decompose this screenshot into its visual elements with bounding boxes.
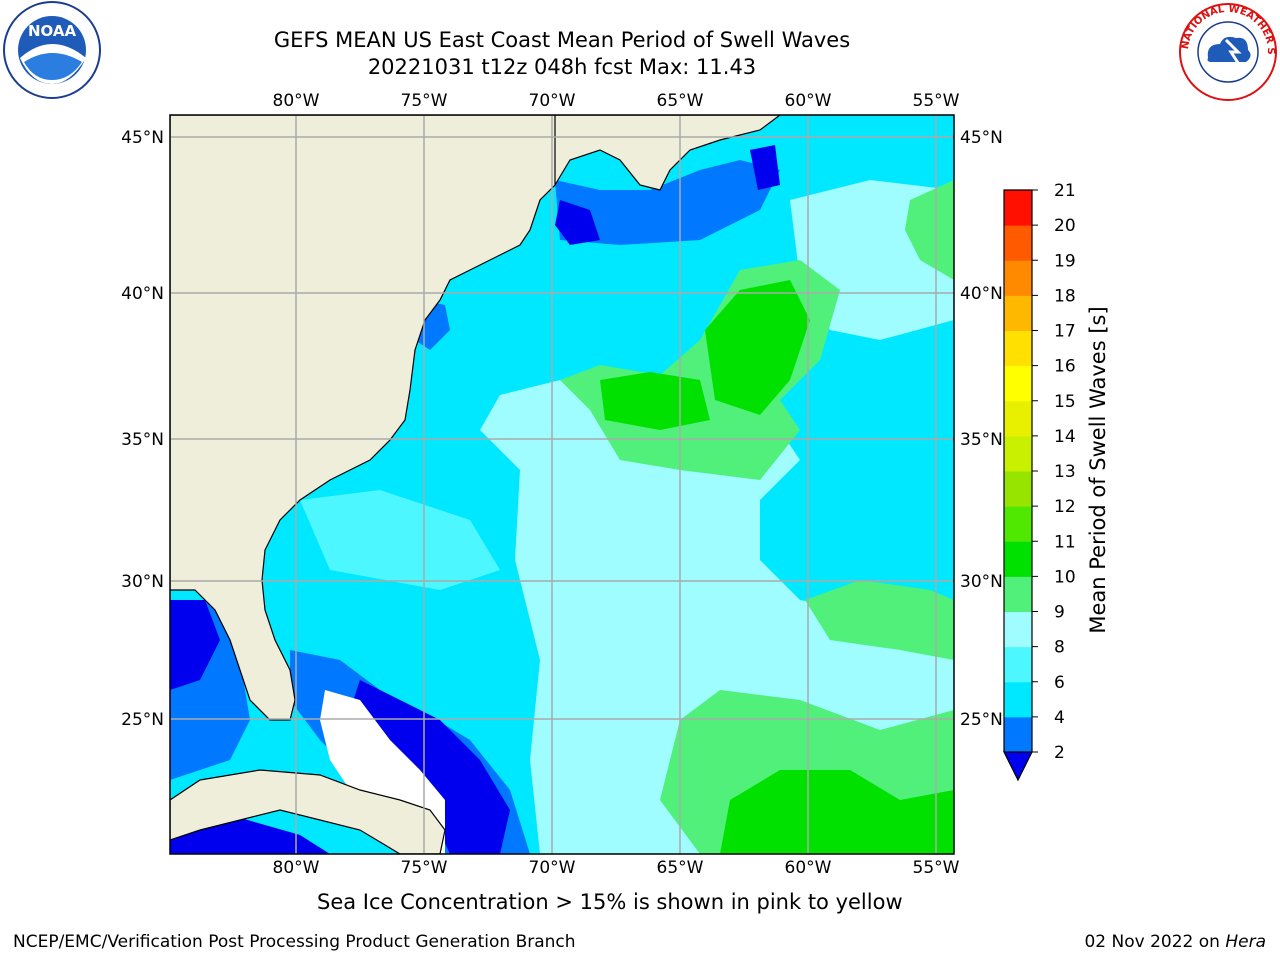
nws-logo: NATIONAL WEATHER SERVICE <box>1176 0 1277 101</box>
lon-label-top: 65°W <box>657 91 704 111</box>
footer-machine: Hera <box>1225 932 1266 952</box>
swell-region-2-4s-gulf-of-maine <box>555 160 780 245</box>
lon-label-top: 75°W <box>401 91 448 111</box>
colorbar-segment <box>1004 646 1032 683</box>
lat-label-left: 40°N <box>121 284 164 304</box>
swell-region-under-2s-bahamas <box>350 680 510 854</box>
footer-date: 02 Nov 2022 on Hera <box>1084 932 1266 952</box>
colorbar-tick-label: 18 <box>1054 286 1076 306</box>
lon-label-bottom: 75°W <box>401 858 448 878</box>
lat-label-left: 30°N <box>121 572 164 592</box>
sea-ice-note: Sea Ice Concentration > 15% is shown in … <box>317 890 903 914</box>
swell-region-under-2s-gulf <box>170 600 220 690</box>
colorbar-segment <box>1004 260 1032 296</box>
colorbar-segment <box>1004 365 1032 402</box>
colorbar-segment <box>1004 681 1032 718</box>
chart-subtitle: 20221031 t12z 048h fcst Max: 11.43 <box>367 55 757 79</box>
colorbar-tick-label: 20 <box>1054 216 1076 236</box>
map-area <box>170 115 954 854</box>
lon-label-bottom: 55°W <box>913 858 960 878</box>
colorbar-segment <box>1004 541 1032 577</box>
swell-region-9-10s-northeast <box>905 180 954 280</box>
lon-label-bottom: 60°W <box>785 858 832 878</box>
lon-labels-bottom: 80°W 75°W 70°W 65°W 60°W 55°W <box>273 858 960 878</box>
map-grid <box>170 115 954 854</box>
lat-labels-right: 45°N 40°N 35°N 30°N 25°N <box>960 128 1003 730</box>
colorbar: 2 4 6 8 9 10 11 12 13 14 15 16 17 18 19 20 21 <box>1003 181 1076 782</box>
colorbar-tick-label: 4 <box>1054 708 1065 728</box>
lon-labels-top: 80°W 75°W 70°W 65°W 60°W 55°W <box>273 91 960 111</box>
colorbar-tick-label: 6 <box>1054 673 1065 693</box>
colorbar-segment <box>1004 576 1032 612</box>
colorbar-tick-label: 12 <box>1054 497 1076 517</box>
lat-label-left: 35°N <box>121 430 164 450</box>
colorbar-tick-label: 9 <box>1054 603 1065 623</box>
colorbar-segment <box>1004 435 1032 472</box>
colorbar-tick-label: 19 <box>1054 251 1076 271</box>
lat-label-right: 30°N <box>960 572 1003 592</box>
lon-label-bottom: 80°W <box>273 858 320 878</box>
colorbar-tick-label: 21 <box>1054 181 1076 201</box>
footer-credit: NCEP/EMC/Verification Post Processing Pr… <box>13 932 576 952</box>
footer-date-text: 02 Nov 2022 on <box>1084 932 1226 952</box>
colorbar-segment <box>1004 225 1032 261</box>
lat-label-left: 25°N <box>121 710 164 730</box>
colorbar-tick-label: 10 <box>1054 567 1076 587</box>
colorbar-segment <box>1004 190 1032 226</box>
swell-region-under-2s-gulf-of-maine <box>555 200 600 245</box>
lat-label-right: 45°N <box>960 128 1003 148</box>
colorbar-tick-label: 13 <box>1054 462 1076 482</box>
colorbar-tick-label: 11 <box>1054 532 1076 552</box>
colorbar-segment <box>1004 611 1032 648</box>
lon-label-bottom: 70°W <box>529 858 576 878</box>
lon-label-top: 55°W <box>913 91 960 111</box>
lat-labels-left: 45°N 40°N 35°N 30°N 25°N <box>121 128 164 730</box>
noaa-logo-text: NOAA <box>28 22 77 40</box>
lon-label-top: 70°W <box>529 91 576 111</box>
swell-region-under-2s-scotian <box>750 145 780 190</box>
land-mass <box>170 115 781 854</box>
colorbar-segment <box>1004 471 1032 507</box>
lat-label-right: 40°N <box>960 284 1003 304</box>
colorbar-under-arrow <box>1003 751 1033 782</box>
swell-region-10-11s-central-east <box>705 280 810 415</box>
colorbar-segment <box>1004 330 1032 367</box>
lat-label-left: 45°N <box>121 128 164 148</box>
swell-region-10-11s-central <box>600 372 710 430</box>
swell-region-10-11s-southeast <box>720 770 954 854</box>
noaa-logo: NOAA <box>3 1 101 99</box>
lat-label-right: 25°N <box>960 710 1003 730</box>
colorbar-tick-label: 17 <box>1054 322 1076 342</box>
lon-label-top: 80°W <box>273 91 320 111</box>
chart-title: GEFS MEAN US East Coast Mean Period of S… <box>273 28 851 52</box>
lon-label-bottom: 65°W <box>657 858 704 878</box>
colorbar-segment <box>1004 295 1032 331</box>
colorbar-tick-label: 8 <box>1054 638 1065 658</box>
colorbar-label: Mean Period of Swell Waves [s] <box>1086 306 1110 634</box>
colorbar-tick-label: 2 <box>1054 743 1065 763</box>
swell-region-9-10s-east <box>805 580 954 660</box>
colorbar-tick-label: 15 <box>1054 392 1076 412</box>
lat-label-right: 35°N <box>960 430 1003 450</box>
colorbar-segment <box>1004 506 1032 542</box>
colorbar-segment <box>1004 716 1032 753</box>
map-frame <box>169 114 955 855</box>
lon-label-top: 60°W <box>785 91 832 111</box>
colorbar-tick-label: 16 <box>1054 357 1076 377</box>
colorbar-segment <box>1004 400 1032 437</box>
swell-region-8-9s-west <box>300 490 500 590</box>
colorbar-tick-label: 14 <box>1054 427 1076 447</box>
